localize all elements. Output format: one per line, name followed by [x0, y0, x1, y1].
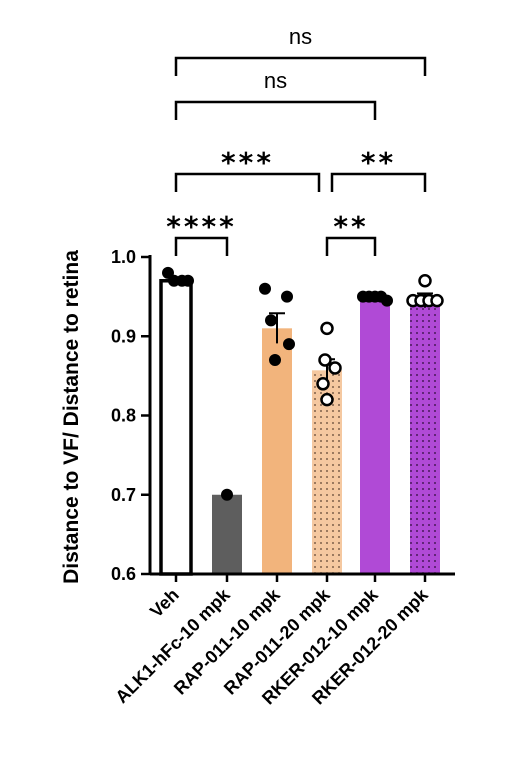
- significance-label: ns: [289, 24, 312, 49]
- data-point: [182, 274, 194, 287]
- y-tick-label: 1.0: [111, 247, 136, 267]
- data-point: [430, 293, 444, 308]
- y-tick-label: 0.7: [111, 485, 136, 505]
- y-tick-label: 0.9: [111, 326, 136, 346]
- y-tick-label: 0.6: [111, 564, 136, 584]
- bar-4: [360, 296, 390, 574]
- significance-label: ****: [166, 210, 237, 243]
- significance-bracket: [325, 236, 377, 256]
- data-point: [381, 294, 393, 307]
- significance-bracket: [174, 236, 229, 256]
- significance-bracket: [174, 172, 321, 192]
- bars-group: [159, 279, 440, 576]
- data-point: [283, 338, 295, 351]
- bar-0: [159, 279, 193, 576]
- significance-label: ***: [221, 146, 274, 179]
- data-points-group: [162, 266, 444, 501]
- significance-label: ns: [264, 68, 287, 93]
- significance-label: **: [361, 146, 396, 179]
- significance-bracket: [330, 172, 427, 192]
- data-point: [221, 488, 233, 501]
- data-point: [320, 321, 334, 336]
- significance-bracket: [174, 100, 377, 120]
- data-point: [162, 266, 174, 279]
- y-axis-title: Distance to VF/ Distance to retina: [60, 250, 83, 584]
- data-point: [269, 354, 281, 367]
- data-point: [320, 392, 334, 407]
- x-category-label: Veh: [146, 585, 183, 622]
- y-tick-label: 0.8: [111, 406, 136, 426]
- data-point: [318, 353, 332, 367]
- error-bars-group: [269, 292, 433, 382]
- bar-5: [410, 300, 440, 574]
- data-point: [265, 314, 277, 327]
- data-point: [259, 282, 271, 295]
- significance-bracket: [174, 56, 427, 76]
- data-point: [418, 274, 432, 288]
- bar-1: [212, 494, 242, 574]
- bar-2: [262, 328, 292, 574]
- data-point: [281, 290, 293, 303]
- data-point: [328, 361, 342, 375]
- significance-label: **: [333, 210, 368, 243]
- data-point: [316, 377, 330, 391]
